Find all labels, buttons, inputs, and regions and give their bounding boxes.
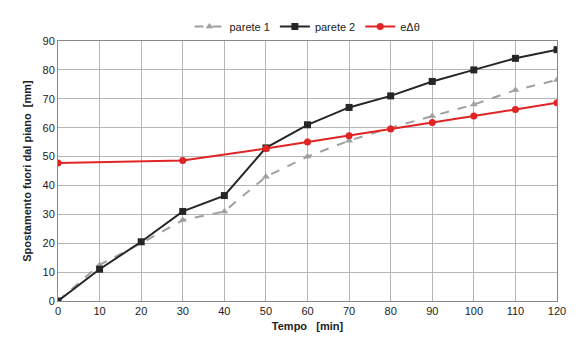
svg-text:60: 60 — [301, 305, 313, 317]
svg-text:120: 120 — [548, 305, 566, 317]
svg-text:10: 10 — [43, 266, 55, 278]
svg-text:30: 30 — [177, 305, 189, 317]
svg-text:Spostamento fuori dal piano [: Spostamento fuori dal piano [mm] — [21, 80, 33, 262]
svg-text:70: 70 — [43, 93, 55, 105]
svg-text:30: 30 — [43, 208, 55, 220]
svg-text:40: 40 — [218, 305, 230, 317]
svg-text:100: 100 — [465, 305, 483, 317]
svg-text:parete 2: parete 2 — [315, 21, 355, 33]
svg-text:90: 90 — [43, 35, 55, 47]
svg-text:60: 60 — [43, 122, 55, 134]
svg-text:20: 20 — [43, 237, 55, 249]
svg-text:Tempo [min]: Tempo [min] — [272, 320, 344, 332]
svg-text:80: 80 — [385, 305, 397, 317]
svg-text:50: 50 — [260, 305, 272, 317]
svg-text:eΔθ: eΔθ — [400, 21, 420, 33]
svg-text:parete 1: parete 1 — [230, 21, 270, 33]
svg-text:80: 80 — [43, 64, 55, 76]
svg-text:110: 110 — [507, 305, 525, 317]
svg-text:0: 0 — [49, 295, 55, 307]
svg-text:40: 40 — [43, 179, 55, 191]
svg-text:50: 50 — [43, 150, 55, 162]
svg-text:20: 20 — [135, 305, 147, 317]
svg-text:90: 90 — [426, 305, 438, 317]
svg-text:70: 70 — [343, 305, 355, 317]
svg-text:10: 10 — [93, 305, 105, 317]
svg-text:0: 0 — [55, 305, 61, 317]
